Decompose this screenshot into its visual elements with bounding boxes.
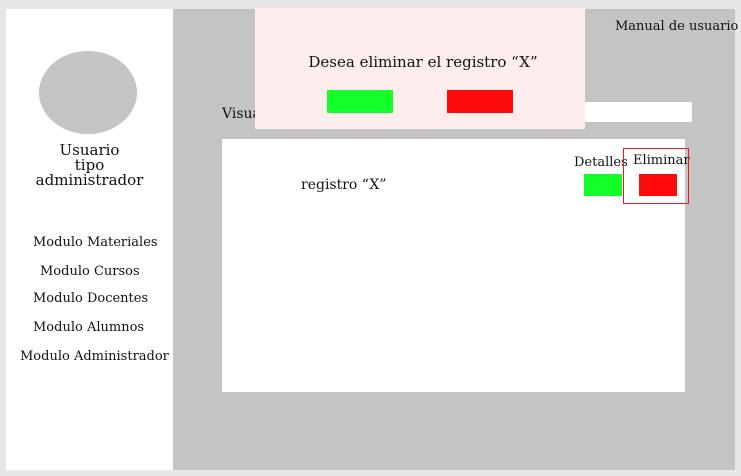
delete-confirm-dialog: Desea eliminar el registro “X” — [255, 8, 585, 129]
cancel-delete-button[interactable] — [447, 90, 513, 113]
sidebar-item-docentes[interactable]: Modulo Docentes — [33, 291, 149, 306]
sidebar-item-cursos[interactable]: Modulo Cursos — [40, 264, 140, 279]
sidebar-item-administrador[interactable]: Modulo Administrador — [20, 349, 169, 364]
dialog-message: Desea eliminar el registro “X” — [308, 53, 538, 71]
user-manual-link[interactable]: Manual de usuario — [615, 19, 739, 34]
details-button[interactable] — [584, 174, 622, 196]
sidebar: Usuario tipo administrador Modulo Materi… — [6, 9, 173, 470]
sidebar-item-alumnos[interactable]: Modulo Alumnos — [33, 320, 145, 335]
section-title: Visua — [222, 106, 261, 122]
delete-button[interactable] — [639, 174, 677, 196]
search-input[interactable] — [585, 102, 692, 122]
sidebar-item-materiales[interactable]: Modulo Materiales — [33, 235, 158, 250]
records-panel: registro “X” Detalles Eliminar — [222, 139, 690, 392]
details-label: Detalles — [574, 155, 628, 170]
confirm-delete-button[interactable] — [327, 90, 393, 113]
avatar — [39, 51, 137, 134]
user-type-label: Usuario tipo administrador — [35, 141, 144, 189]
record-name: registro “X” — [301, 177, 387, 193]
delete-label: Eliminar — [633, 153, 690, 168]
